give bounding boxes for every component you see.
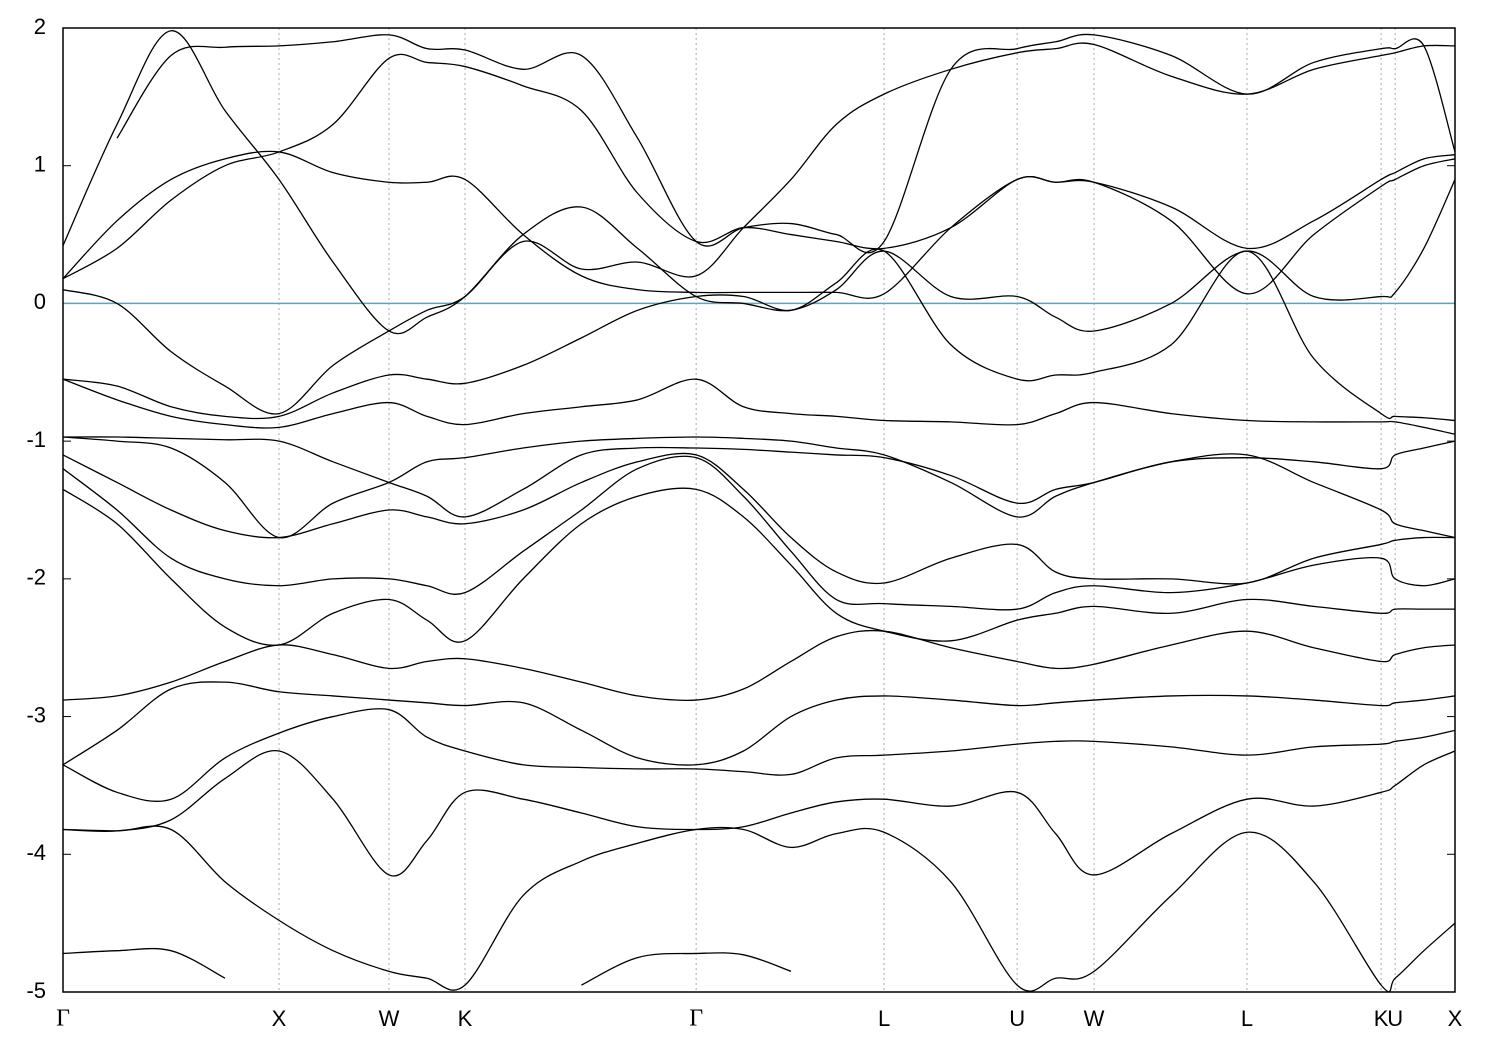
y-tick-label: -5 xyxy=(26,978,46,1003)
band-line xyxy=(63,436,1455,539)
y-tick-label: -1 xyxy=(26,427,46,452)
y-tick-label: 0 xyxy=(34,289,46,314)
y-tick-label: 1 xyxy=(34,152,46,177)
x-tick-label: W xyxy=(1084,1006,1105,1031)
band-line xyxy=(63,487,1455,646)
y-tick-label: -4 xyxy=(26,840,46,865)
band-line xyxy=(63,750,1455,877)
band-line xyxy=(63,53,1455,280)
band-line xyxy=(63,452,1455,585)
x-tick-label: X xyxy=(272,1006,287,1031)
band-line xyxy=(63,947,792,986)
band-line xyxy=(63,248,1455,422)
x-tick-label: W xyxy=(379,1006,400,1031)
plot-frame xyxy=(62,27,1456,993)
x-tick-label: U xyxy=(1009,1006,1025,1031)
band-line xyxy=(63,150,1455,299)
x-tick-label: Γ xyxy=(689,1006,703,1032)
bands xyxy=(63,30,1455,992)
x-tick-label: K xyxy=(1374,1006,1389,1031)
y-tick-label: 2 xyxy=(34,14,46,39)
y-tick-label: -3 xyxy=(26,702,46,727)
x-tick-label: K xyxy=(458,1006,473,1031)
band-line xyxy=(63,436,1455,518)
band-line xyxy=(63,455,1455,611)
band-line xyxy=(63,825,1455,992)
x-tick-label: Γ xyxy=(56,1006,70,1032)
x-tick-label: X xyxy=(1448,1006,1463,1031)
band-line xyxy=(63,629,1455,701)
y-tick-label: -2 xyxy=(26,565,46,590)
band-line xyxy=(63,708,1455,803)
band-line xyxy=(63,30,1455,335)
band-line xyxy=(63,378,1455,435)
x-tick-label: L xyxy=(878,1006,890,1031)
band-line xyxy=(116,33,1455,254)
x-tick-label: U xyxy=(1387,1006,1403,1031)
x-tick-label: L xyxy=(1241,1006,1253,1031)
band-line xyxy=(63,681,1455,766)
